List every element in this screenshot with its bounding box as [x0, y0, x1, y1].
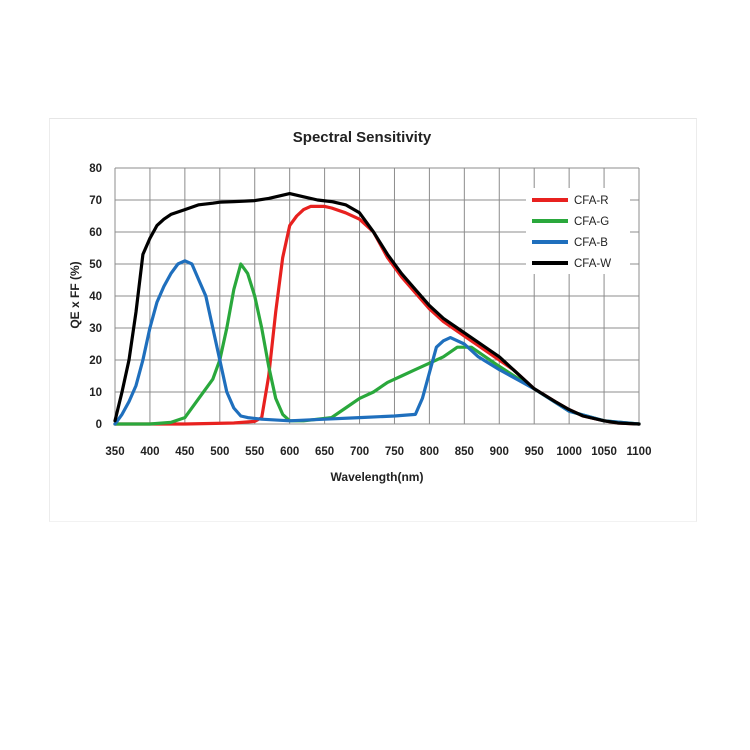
- grid: [114, 167, 640, 425]
- series-group: [113, 192, 641, 426]
- x-tick-label: 950: [525, 446, 544, 458]
- chart-frame: [49, 118, 697, 522]
- x-tick-label: 750: [385, 446, 404, 458]
- x-tick-label: 650: [315, 446, 334, 458]
- y-tick-label: 80: [89, 163, 102, 175]
- y-tick-labels: 0 10 20 30 40 50 60 70 80: [89, 163, 102, 431]
- x-tick-label: 1000: [556, 446, 582, 458]
- series-line-cfa-w: [113, 192, 641, 426]
- x-tick-label: 800: [420, 446, 439, 458]
- legend: CFA-R CFA-G CFA-B CFA-W: [526, 188, 630, 274]
- y-axis-label: QE x FF (%): [68, 261, 82, 328]
- x-axis-label: Wavelength(nm): [331, 470, 424, 484]
- x-tick-labels: 350 400 450 500 550 600 650 700 750 800 850 900 950 1…: [105, 446, 651, 458]
- y-tick-label: 60: [89, 227, 102, 239]
- x-tick-label: 1100: [627, 446, 652, 458]
- y-tick-label: 50: [89, 259, 102, 271]
- x-tick-label: 600: [280, 446, 299, 458]
- x-tick-label: 1050: [591, 446, 617, 458]
- legend-label-cfa-g: CFA-G: [574, 216, 609, 228]
- chart-title: Spectral Sensitivity: [293, 129, 432, 146]
- y-tick-label: 70: [89, 195, 102, 207]
- x-tick-label: 450: [175, 446, 194, 458]
- series-line-cfa-g: [113, 262, 641, 426]
- series-line-cfa-b: [113, 259, 641, 426]
- legend-label-cfa-r: CFA-R: [574, 195, 609, 207]
- x-tick-label: 850: [455, 446, 474, 458]
- legend-label-cfa-w: CFA-W: [574, 258, 611, 270]
- x-tick-label: 550: [245, 446, 264, 458]
- legend-background: [526, 188, 630, 274]
- x-tick-label: 350: [105, 446, 124, 458]
- y-tick-label: 10: [89, 387, 102, 399]
- x-tick-label: 900: [490, 446, 509, 458]
- y-tick-label: 20: [89, 355, 102, 367]
- x-tick-label: 500: [210, 446, 229, 458]
- y-tick-label: 40: [89, 291, 102, 303]
- x-tick-label: 400: [140, 446, 159, 458]
- legend-label-cfa-b: CFA-B: [574, 237, 608, 249]
- x-tick-label: 700: [350, 446, 369, 458]
- y-tick-label: 0: [96, 419, 102, 431]
- y-tick-label: 30: [89, 323, 102, 335]
